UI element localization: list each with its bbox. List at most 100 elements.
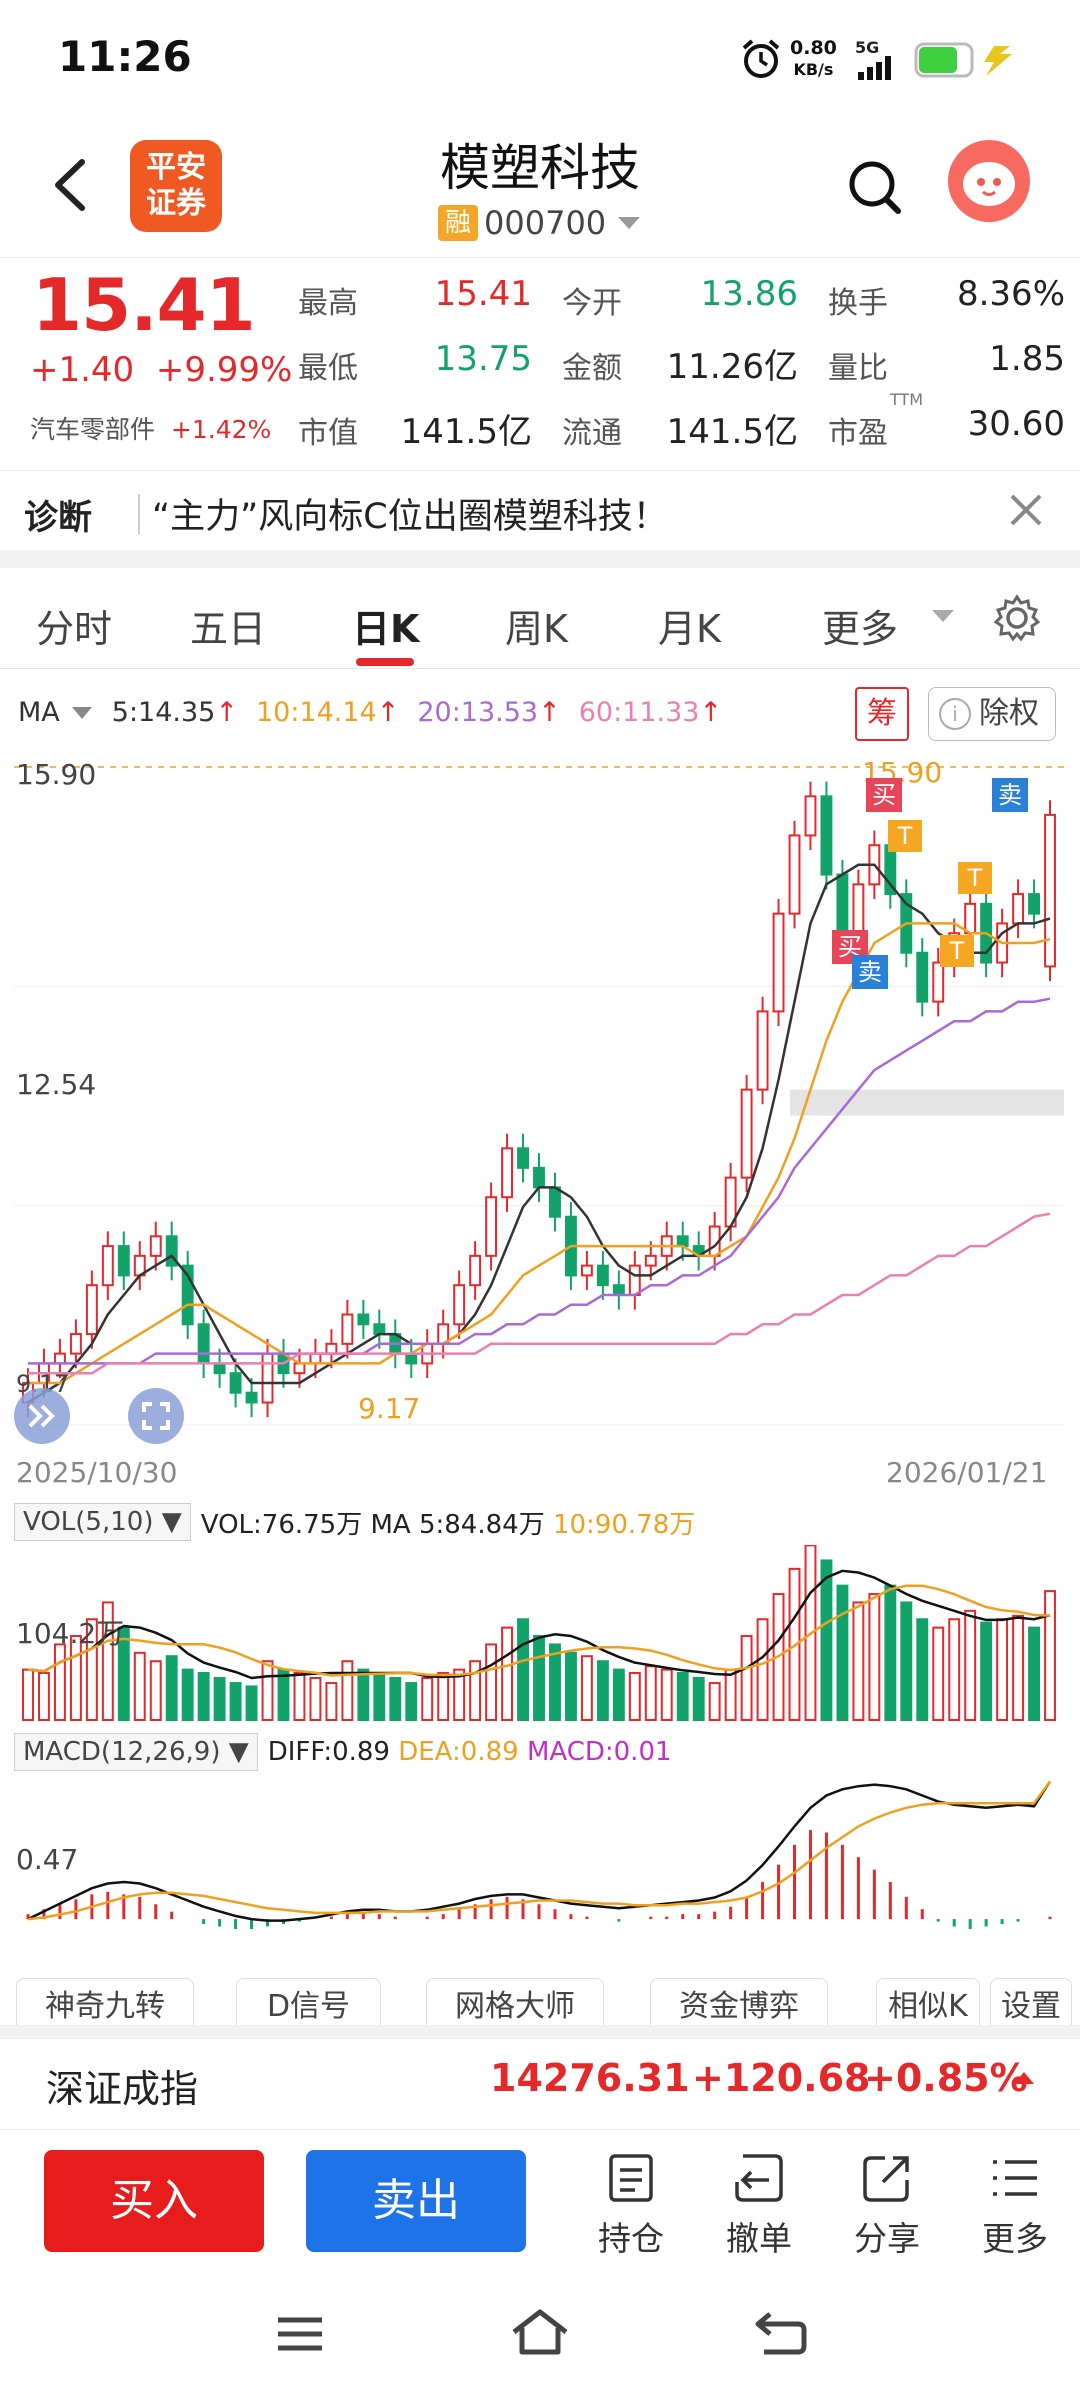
sell-signal-tag[interactable]: 卖: [852, 955, 888, 989]
document-icon: [609, 2154, 653, 2202]
index-change-pct: +0.85%: [864, 2056, 1028, 2100]
volume-bar: [1012, 1614, 1025, 1721]
candle-body: [916, 951, 929, 1003]
volume-bar: [373, 1671, 386, 1721]
candle-body: [485, 1196, 498, 1257]
ma-legend[interactable]: MA 5:14.35↑ 10:14.14↑ 20:13.53↑ 60:11.33…: [18, 697, 722, 728]
volume-bar: [660, 1668, 673, 1721]
tab-weekly-k[interactable]: 周K: [505, 607, 568, 651]
candle-body: [644, 1254, 657, 1267]
chip-distribution-button[interactable]: 筹: [855, 687, 909, 741]
expand-panel-button[interactable]: [14, 1388, 70, 1444]
index-name: 深证成指: [46, 2067, 199, 2111]
volume-bar: [181, 1668, 194, 1721]
volume-bar: [884, 1584, 897, 1722]
macd-chart[interactable]: [0, 1775, 1080, 1960]
volume-bar: [149, 1660, 162, 1721]
candle-body: [213, 1362, 226, 1375]
candle-body: [501, 1147, 514, 1199]
volume-bar: [341, 1660, 354, 1721]
ma60-value: 60:11.33↑: [578, 697, 723, 728]
back-nav-icon[interactable]: [752, 2306, 810, 2358]
gear-icon[interactable]: [992, 593, 1042, 643]
kline-chart[interactable]: [0, 745, 1080, 1450]
volume-bar: [85, 1618, 98, 1721]
volume-indicator-selector[interactable]: VOL(5,10) ▼: [14, 1503, 191, 1541]
sell-signal-tag[interactable]: 卖: [992, 778, 1028, 812]
diagnosis-bar[interactable]: [0, 470, 1080, 550]
section-gap: [0, 550, 1080, 568]
alarm-icon: [742, 39, 780, 78]
volume-bar: [756, 1618, 769, 1721]
sector-info[interactable]: 汽车零部件 +1.42%: [30, 415, 272, 444]
volume-bar: [101, 1601, 114, 1721]
macd-value: MACD:0.01: [526, 1737, 672, 1767]
resistance-band: [790, 1089, 1064, 1116]
share-button[interactable]: 分享: [842, 2152, 932, 2260]
menu-icon: [993, 2160, 1037, 2196]
cancel-order-button[interactable]: 撤单: [714, 2152, 804, 2260]
candle-body: [453, 1284, 466, 1326]
volume-bar: [836, 1584, 849, 1722]
volume-legend[interactable]: VOL(5,10) ▼ VOL:76.75万 MA 5:84.84万 10:90…: [14, 1502, 695, 1542]
t-signal-tag[interactable]: T: [888, 820, 922, 852]
low-label: 最低: [298, 351, 358, 386]
search-icon[interactable]: [842, 152, 908, 222]
candle-body: [53, 1352, 66, 1365]
close-icon[interactable]: [1006, 490, 1046, 530]
candle-body: [1044, 813, 1056, 968]
fullscreen-icon: [142, 1402, 170, 1430]
volume-bar: [948, 1618, 961, 1721]
high-label: 最高: [298, 286, 358, 321]
tab-monthly-k[interactable]: 月K: [658, 607, 721, 651]
candle-body: [117, 1245, 130, 1277]
current-price: 15.41: [32, 263, 256, 347]
volume-bar: [676, 1671, 689, 1721]
buy-button[interactable]: 买入: [44, 2150, 264, 2252]
volume-bar: [628, 1671, 641, 1721]
pe-ttm-tag: TTM: [890, 390, 924, 409]
t-signal-tag[interactable]: T: [958, 862, 992, 894]
volume-bar: [964, 1609, 977, 1721]
volume-chart[interactable]: [0, 1545, 1080, 1725]
volume-bar: [740, 1635, 753, 1721]
candle-body: [533, 1166, 545, 1189]
ex-rights-button[interactable]: i 除权: [928, 687, 1056, 741]
tab-intraday[interactable]: 分时: [36, 607, 113, 651]
fullscreen-button[interactable]: [128, 1388, 184, 1444]
candle-body: [261, 1352, 274, 1404]
section-gap: [0, 2025, 1080, 2039]
quote-panel: [0, 257, 1080, 457]
tab-daily-k[interactable]: 日K: [352, 607, 420, 651]
stock-code-selector[interactable]: 融 000700: [438, 203, 644, 243]
back-icon[interactable]: [40, 150, 100, 220]
tab-five-day[interactable]: 五日: [190, 607, 267, 651]
home-icon[interactable]: [508, 2306, 572, 2358]
active-tab-indicator: [356, 658, 414, 666]
divider: [0, 668, 1080, 669]
recents-icon[interactable]: [272, 2312, 328, 2356]
assistant-avatar[interactable]: [948, 140, 1030, 222]
pe-value: 30.60: [967, 404, 1065, 444]
buy-signal-tag[interactable]: 买: [866, 778, 902, 812]
mktcap-label: 市值: [298, 416, 358, 451]
t-signal-tag[interactable]: T: [940, 935, 974, 967]
volume-bar: [564, 1651, 577, 1721]
sell-button[interactable]: 卖出: [306, 2150, 526, 2252]
pe-label: 市盈: [828, 416, 888, 451]
tab-more[interactable]: 更多: [822, 607, 899, 651]
candle-body: [165, 1235, 178, 1267]
volume-bar: [724, 1668, 737, 1721]
volume-bar: [916, 1618, 929, 1721]
position-button[interactable]: 持仓: [586, 2152, 676, 2260]
macd-indicator-selector[interactable]: MACD(12,26,9) ▼: [14, 1733, 258, 1771]
info-icon: i: [939, 698, 971, 730]
candle-body: [469, 1254, 482, 1287]
more-button[interactable]: 更多: [970, 2152, 1060, 2260]
diagnosis-text[interactable]: “主力”风向标C位出圈模塑科技！: [152, 497, 668, 537]
macd-legend[interactable]: MACD(12,26,9) ▼ DIFF:0.89 DEA:0.89 MACD:…: [14, 1732, 672, 1772]
turnover-value: 8.36%: [956, 274, 1065, 314]
volume-bar: [549, 1643, 561, 1721]
volume-bar: [53, 1643, 66, 1721]
index-ticker[interactable]: [0, 2040, 1080, 2130]
